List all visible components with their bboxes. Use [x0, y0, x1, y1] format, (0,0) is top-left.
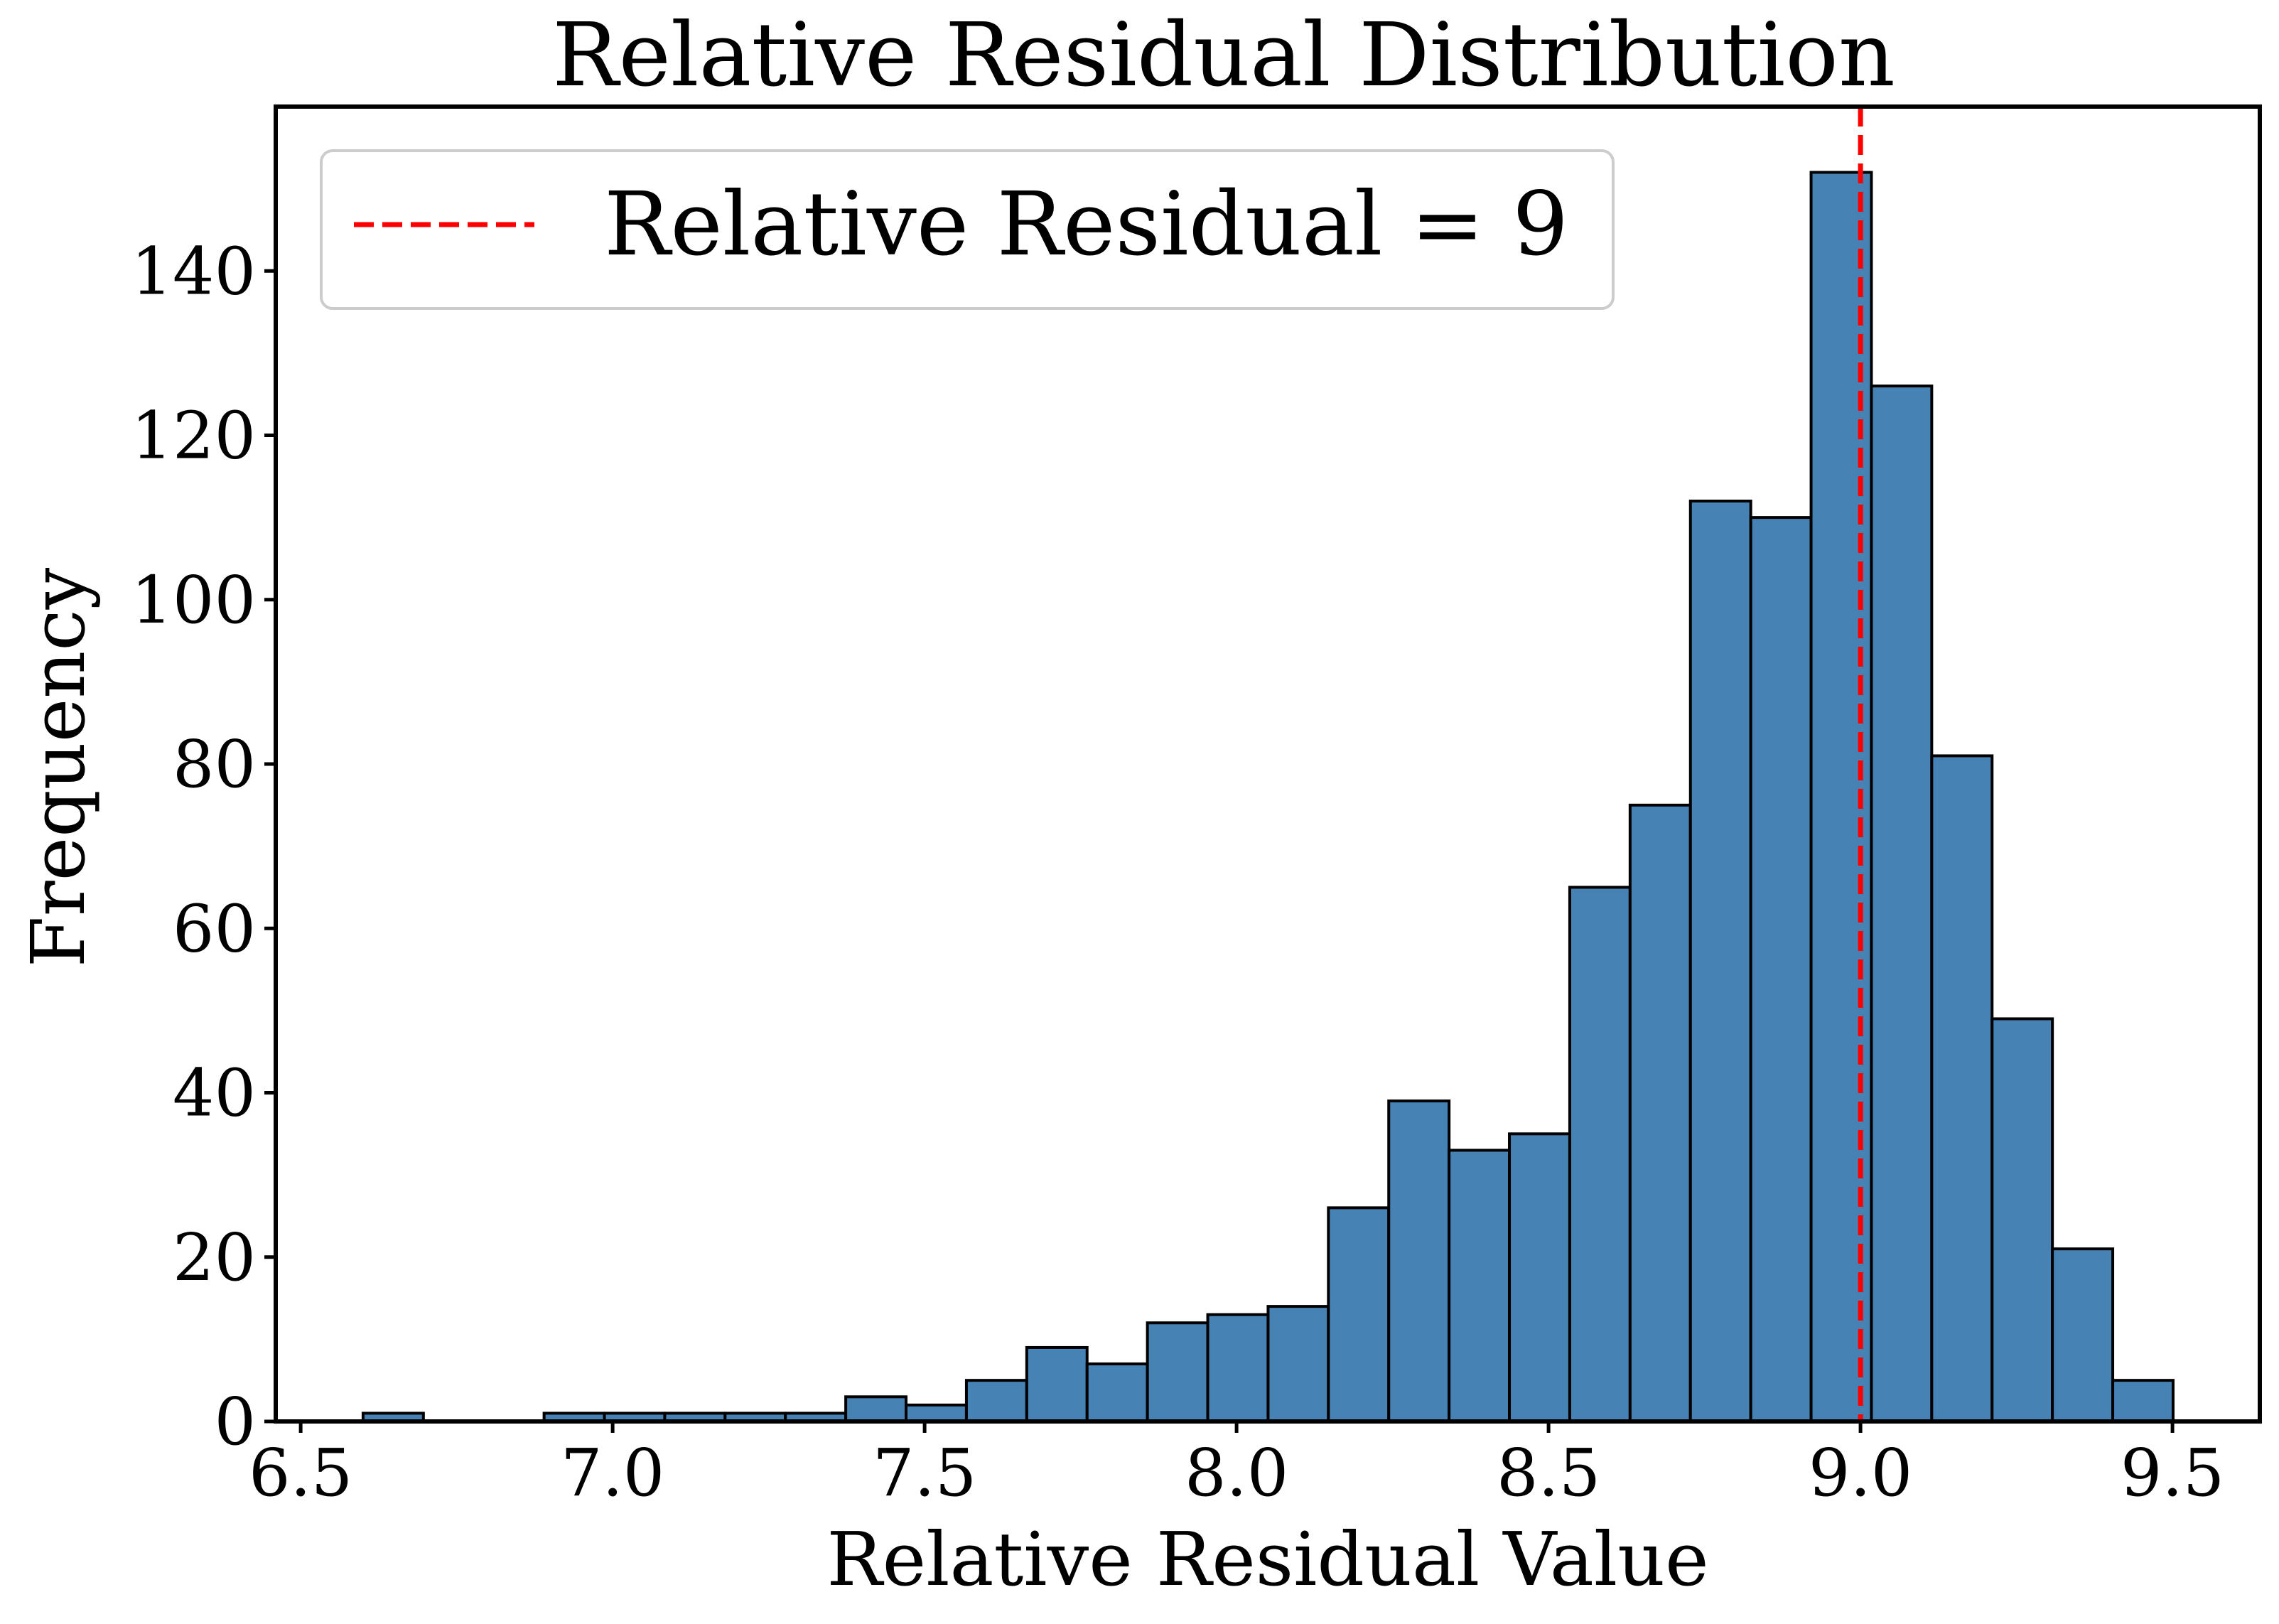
y-tick-label: 40 [173, 1055, 256, 1131]
histogram-bar [964, 1379, 1028, 1423]
histogram-bar [1688, 500, 1752, 1423]
legend: Relative Residual = 9 [320, 149, 1615, 310]
histogram-bar [1085, 1362, 1149, 1423]
histogram-bar [1206, 1313, 1270, 1423]
histogram-bar [2111, 1379, 2175, 1423]
histogram-bar [1266, 1305, 1330, 1423]
histogram-bar [1448, 1149, 1512, 1423]
y-tick-label: 120 [131, 398, 256, 474]
x-tick-label: 8.0 [1185, 1435, 1288, 1511]
histogram-bar [905, 1403, 968, 1423]
y-tick-label: 20 [173, 1220, 256, 1296]
legend-box [320, 149, 1615, 310]
y-axis: 0 20 40 60 80 100 120 140 [131, 233, 276, 1460]
histogram-bar [1870, 385, 1934, 1423]
y-tick-label: 0 [214, 1384, 256, 1460]
chart-title: Relative Residual Distribution [552, 4, 1895, 107]
histogram-bar [1568, 886, 1632, 1423]
histogram-bar [2051, 1247, 2115, 1423]
histogram-bar [844, 1395, 908, 1423]
y-tick-label: 140 [131, 233, 256, 309]
x-axis-label: Relative Residual Value [826, 1516, 1708, 1603]
legend-label: Relative Residual = 9 [604, 173, 1568, 276]
x-tick-label: 9.5 [2121, 1435, 2224, 1511]
histogram-bar [1508, 1132, 1571, 1423]
histogram-bar [1990, 1017, 2054, 1423]
y-tick-label: 100 [131, 562, 256, 638]
histogram-bar [1749, 516, 1813, 1423]
histogram-bar [1387, 1099, 1451, 1423]
bars-group [361, 171, 2175, 1423]
x-tick-label: 7.0 [561, 1435, 664, 1511]
x-tick-label: 6.5 [249, 1435, 352, 1511]
x-axis: 6.5 7.0 7.5 8.0 8.5 9.0 9.5 [249, 1421, 2224, 1511]
histogram-bar [1025, 1345, 1089, 1423]
y-tick-label: 80 [173, 726, 256, 802]
y-axis-label: Frequency [15, 568, 102, 968]
x-tick-label: 8.5 [1497, 1435, 1600, 1511]
x-tick-label: 7.5 [873, 1435, 976, 1511]
x-tick-label: 9.0 [1809, 1435, 1912, 1511]
histogram-bar [1628, 803, 1692, 1423]
histogram-bar [1327, 1206, 1391, 1423]
y-tick-label: 60 [173, 891, 256, 967]
histogram-bar [1930, 754, 1994, 1423]
histogram-bar [1146, 1321, 1209, 1423]
